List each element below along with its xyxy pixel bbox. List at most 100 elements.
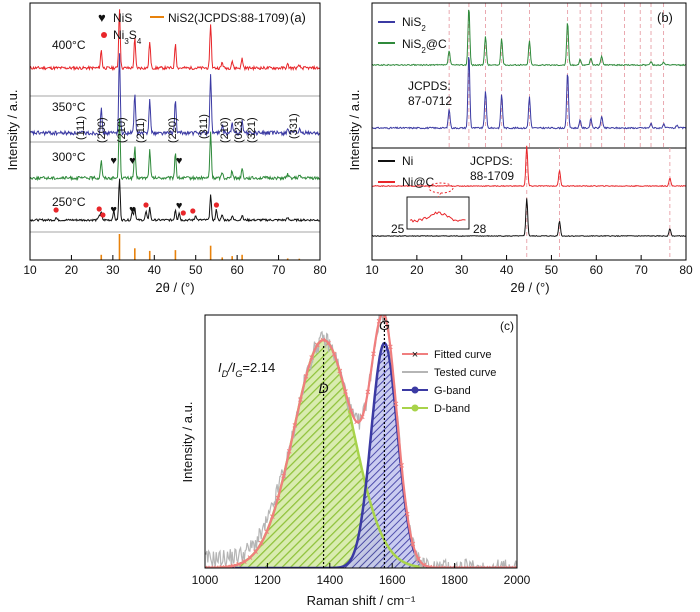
fitted-curve-marker xyxy=(376,318,382,324)
panel-c-x-ticks: 1000 1200 1400 1600 1800 2000 xyxy=(192,563,531,587)
panel-c-label: (c) xyxy=(500,319,514,333)
inset-right-label: 28 xyxy=(473,222,487,236)
fitted-curve-marker xyxy=(494,565,500,568)
panel-c-frame xyxy=(204,314,518,569)
panel-a-tick-label-7: 80 xyxy=(313,263,327,277)
panel-c-tick-label-4: 1800 xyxy=(441,573,468,587)
panel-b-legend-top: NiS2 NiS2@C xyxy=(378,15,447,55)
panel-a-series-1 xyxy=(30,53,320,137)
panel-a-tick-label-5: 60 xyxy=(230,263,244,277)
panel-b-tick-label-4: 50 xyxy=(545,263,559,277)
panel-b-tick-label-3: 40 xyxy=(500,263,514,277)
fitted-curve-marker xyxy=(371,351,376,357)
hkl-label-211: (211) xyxy=(135,118,147,143)
legend-g-band-label: G-band xyxy=(434,385,471,397)
g-band-curve xyxy=(205,341,517,568)
legend-ni3s4-marker xyxy=(101,32,107,38)
panel-a-frame xyxy=(29,2,321,261)
fitted-curve-marker xyxy=(410,541,416,547)
ni3s4-marker-1 xyxy=(96,206,102,212)
hkl-label-220: (220) xyxy=(167,117,179,143)
hkl-label-200: (200) xyxy=(96,117,108,143)
nis-marker-4: ♥ xyxy=(129,204,136,216)
fitted-curve-marker xyxy=(219,565,225,568)
hkl-label-331: (331) xyxy=(288,113,300,139)
panel-b: 10 20 30 40 50 60 70 80 NiS2 NiS2@C Ni Ni@C JCP… xyxy=(347,2,693,295)
fitted-curve-marker xyxy=(348,408,354,414)
fitted-curve-marker xyxy=(264,529,270,534)
fitted-curve-marker xyxy=(281,473,286,479)
hkl-label-023: (023) xyxy=(233,117,245,143)
fitted-curve-marker xyxy=(270,514,275,519)
panel-a-series-label-350: 350°C xyxy=(52,100,86,114)
panel-a-label: (a) xyxy=(290,10,306,25)
jcpds-bottom-label: JCPDS: xyxy=(470,154,513,168)
ni3s4-marker-0 xyxy=(53,207,59,213)
panel-a-tick-label-1: 20 xyxy=(65,263,79,277)
fitted-curve-marker xyxy=(416,556,421,562)
fitted-curve-marker xyxy=(286,449,292,454)
panel-a-tick-label-3: 40 xyxy=(148,263,162,277)
jcpds-top-label: JCPDS: xyxy=(408,79,451,93)
panel-c-legend: × Fitted curve Tested curve G-band D-ban… xyxy=(402,349,496,415)
nis-marker-0: ♥ xyxy=(110,155,117,167)
fitted-curve-marker xyxy=(365,389,371,395)
legend-nis2-label: NiS2 xyxy=(402,15,426,33)
hkl-label-111: (111) xyxy=(75,116,87,140)
inset-left-label: 25 xyxy=(391,222,405,236)
panel-c-tick-label-0: 1000 xyxy=(192,573,219,587)
panel-b-tick-label-5: 60 xyxy=(590,263,604,277)
fitted-curve-marker xyxy=(511,565,517,568)
panel-b-tick-label-0: 10 xyxy=(365,263,379,277)
nis-marker-1: ♥ xyxy=(129,155,136,167)
legend-ni3s4-label: Ni3S4 xyxy=(113,28,142,46)
panel-a-reference-bars xyxy=(100,234,301,260)
fitted-curve-marker xyxy=(236,561,242,567)
fitted-curve-marker xyxy=(343,389,348,394)
hkl-label-311: (311) xyxy=(198,114,210,139)
panel-a-series-label-300: 300°C xyxy=(52,150,86,164)
panel-b-series-2 xyxy=(372,198,686,238)
fitted-curve-marker xyxy=(500,565,506,568)
legend-nis-marker: ♥ xyxy=(98,10,106,25)
panel-b-inset: 25 28 xyxy=(391,182,487,236)
panel-a-series-3 xyxy=(30,178,320,223)
fitted-curve-marker xyxy=(387,344,393,350)
hkl-label-210b: (210) xyxy=(219,117,231,143)
fitted-curve-marker xyxy=(253,549,258,554)
panel-b-frame xyxy=(371,2,687,261)
panel-b-label: (b) xyxy=(657,10,673,25)
fitted-curve-marker xyxy=(427,564,432,568)
legend-fitted-label: Fitted curve xyxy=(434,349,491,361)
jcpds-bottom-number: 88-1709 xyxy=(470,169,514,183)
panel-a-series-label-400: 400°C xyxy=(52,38,86,52)
panel-a-x-label: 2θ / (°) xyxy=(155,280,194,295)
fitted-curve-marker xyxy=(404,511,410,517)
legend-tested-label: Tested curve xyxy=(434,367,496,379)
panel-a-series-label-250: 250°C xyxy=(52,195,86,209)
fitted-curve-marker xyxy=(275,495,281,501)
panel-b-tick-label-1: 20 xyxy=(410,263,424,277)
panel-a-tick-label-6: 70 xyxy=(272,263,286,277)
fitted-curve-marker xyxy=(382,315,388,319)
fitted-curve-marker xyxy=(225,564,230,568)
inset-curve xyxy=(409,211,466,223)
legend-ni-label: Ni xyxy=(402,154,413,168)
panel-b-tick-label-7: 80 xyxy=(679,263,693,277)
fitted-curve-marker xyxy=(489,565,494,568)
panel-a-series-2 xyxy=(30,118,320,182)
fitted-curve-marker xyxy=(230,563,236,568)
fitted-curve-marker xyxy=(303,374,309,379)
fitted-curve-marker xyxy=(483,565,489,568)
fitted-curve-marker xyxy=(320,337,326,343)
panel-b-legend-bottom: Ni Ni@C xyxy=(378,154,435,189)
legend-fitted-marker: × xyxy=(412,349,418,361)
ni3s4-marker-6 xyxy=(213,202,220,208)
legend-nis-label: NiS xyxy=(113,11,132,25)
fitted-curve-marker xyxy=(337,368,343,374)
fitted-curve-marker xyxy=(241,559,247,564)
panel-b-tick-label-2: 30 xyxy=(455,263,469,277)
ni3s4-marker-5 xyxy=(190,208,196,214)
panel-c-x-label: Raman shift / cm⁻¹ xyxy=(307,593,416,608)
